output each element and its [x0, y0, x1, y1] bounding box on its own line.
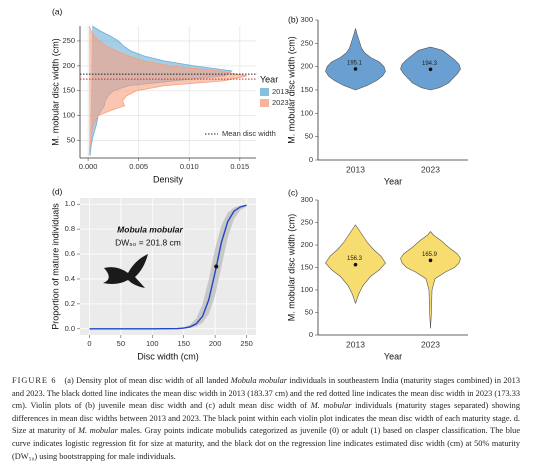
violin-half: [400, 231, 431, 329]
y-tick-label: 200: [300, 62, 313, 71]
y-tick-label: 250: [300, 38, 313, 47]
caption-text: (a) Density plot of mean disc width of a…: [64, 376, 231, 385]
mean-point: [428, 67, 433, 72]
panel-label: (c): [288, 187, 298, 197]
x-axis-label: Disc width (cm): [137, 351, 199, 361]
x-tick-label: 0.015: [230, 162, 249, 171]
mean-label: 165.9: [422, 252, 438, 258]
annotation-species: Mobula mobular: [117, 224, 183, 234]
legend-title: Year: [260, 74, 278, 84]
violin-half: [325, 28, 356, 91]
x-axis-label: Year: [384, 351, 402, 361]
confidence-band: [89, 204, 247, 329]
y-tick-label: 0: [309, 155, 313, 164]
violin-half: [325, 224, 356, 304]
caption-text: M. mobular: [310, 401, 352, 411]
panel-label: (d): [52, 186, 63, 196]
mean-point: [428, 258, 433, 263]
violin-half: [430, 46, 461, 91]
y-tick-label: 1.0: [65, 199, 75, 208]
y-axis-label: M. mobular disc width (cm): [50, 38, 60, 146]
y-tick-label: 100: [300, 108, 313, 117]
legend-label: 2013: [272, 87, 289, 96]
violin-half: [400, 46, 431, 91]
dw50-point: [214, 264, 219, 269]
y-tick-label: 0.0: [65, 324, 75, 333]
x-tick-label: 2013: [346, 164, 365, 174]
x-tick-label: 2013: [346, 339, 365, 349]
violin-half: [355, 28, 386, 91]
y-tick-label: 250: [62, 36, 75, 45]
y-tick-label: 50: [67, 136, 75, 145]
caption-text: individuals (maturity stages separated) …: [12, 401, 520, 436]
y-tick-label: 0.8: [65, 224, 75, 233]
y-tick-label: 150: [300, 85, 313, 94]
y-tick-label: 300: [300, 15, 313, 24]
y-tick-label: 250: [300, 217, 313, 226]
legend-swatch: [260, 99, 269, 107]
caption-text: M. mobular: [78, 426, 118, 436]
y-tick-label: 200: [62, 61, 75, 70]
y-tick-label: 0.6: [65, 249, 75, 258]
caption-text: males. Gray points indicate mobulids cat…: [12, 426, 520, 461]
manta-silhouette: [103, 254, 148, 288]
caption-text: Mobula mobular: [230, 376, 288, 385]
y-tick-label: 50: [305, 132, 313, 141]
violin-half: [355, 224, 386, 304]
y-tick-label: 300: [300, 195, 313, 204]
y-tick-label: 200: [300, 240, 313, 249]
x-tick-label: 0: [87, 339, 91, 348]
y-tick-label: 150: [300, 262, 313, 271]
legend-swatch: [260, 88, 269, 96]
y-tick-label: 0: [309, 330, 313, 339]
x-tick-label: 2023: [421, 339, 440, 349]
x-tick-label: 200: [209, 339, 222, 348]
mean-label: 156.3: [347, 256, 363, 262]
logistic-curve: [89, 204, 247, 330]
panel-label: (a): [52, 6, 63, 16]
y-tick-label: 0.4: [65, 274, 75, 283]
x-axis-label: Year: [384, 176, 402, 186]
mean-point: [353, 67, 358, 71]
caption-text: individuals in southeastern India (matur…: [12, 376, 520, 411]
legend-label: Mean disc width: [222, 129, 276, 138]
x-tick-label: 100: [146, 339, 159, 348]
y-tick-label: 0.2: [65, 299, 75, 308]
mean-label: 195.1: [347, 61, 363, 67]
mean-label: 194.3: [422, 61, 438, 67]
y-axis-label: M. mobular disc width (cm): [286, 214, 296, 322]
x-tick-label: 250: [240, 339, 253, 348]
panel-label: (b): [288, 14, 299, 24]
x-tick-label: 150: [177, 339, 190, 348]
x-tick-label: 2023: [421, 164, 440, 174]
legend-label: 2023: [272, 98, 289, 107]
density-area: [88, 25, 247, 156]
x-tick-label: 0.000: [79, 162, 98, 171]
y-tick-label: 50: [305, 307, 313, 316]
y-tick-label: 150: [62, 86, 75, 95]
x-tick-label: 50: [117, 339, 125, 348]
y-tick-label: 100: [62, 111, 75, 120]
y-tick-label: 100: [300, 285, 313, 294]
violin-half: [430, 231, 461, 329]
annotation-text: DW₅₀ = 201.8 cm: [115, 237, 181, 247]
y-axis-label: M. mobular disc width (cm): [286, 36, 296, 144]
x-tick-label: 0.005: [129, 162, 148, 171]
caption: FIGURE 6 (a) Density plot of mean disc wi…: [12, 375, 520, 463]
mean-point: [353, 262, 358, 267]
x-axis-label: Density: [153, 174, 184, 184]
x-tick-label: 0.010: [180, 162, 199, 171]
y-axis-label: Proportion of mature individuals: [50, 203, 60, 330]
figure-label: FIGURE 6: [12, 376, 57, 385]
